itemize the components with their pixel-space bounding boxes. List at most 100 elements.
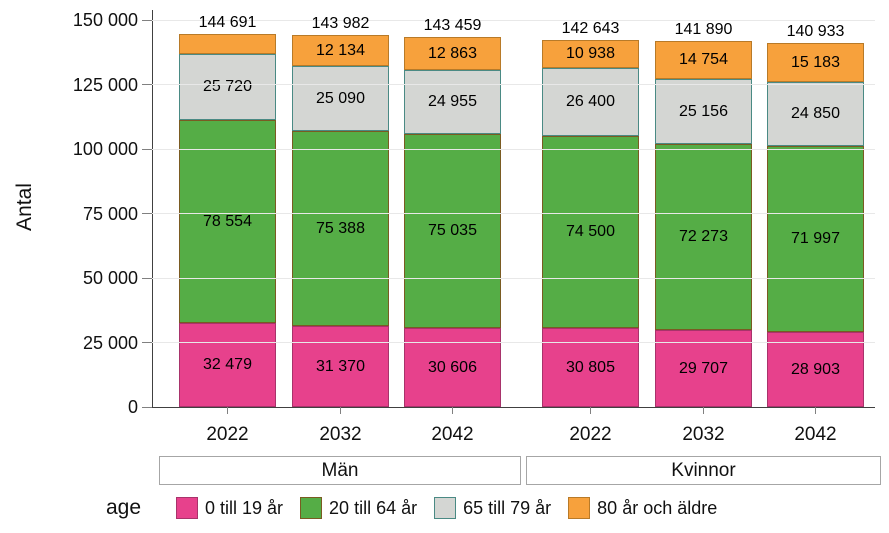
legend-item-0-till-19-år: 0 till 19 år bbox=[176, 497, 283, 519]
segment-0-till-19-år: 30 805 bbox=[542, 328, 639, 407]
segment-value-label: 30 805 bbox=[566, 358, 615, 376]
bar-män-2042: 30 606 75 035 24 955 12 863 bbox=[404, 37, 501, 407]
segment-value-label: 31 370 bbox=[316, 357, 365, 375]
y-tick-label: 75 000 bbox=[82, 203, 138, 224]
bar-kvinnor-2032: 29 707 72 273 25 156 14 754 bbox=[655, 41, 752, 407]
segment-80-år-och-äldre: 12 134 bbox=[292, 35, 389, 66]
gridline bbox=[152, 19, 875, 21]
segment-value-label: 12 863 bbox=[428, 44, 477, 62]
segment-80-år-och-äldre: 14 754 bbox=[655, 41, 752, 79]
legend-label: 65 till 79 år bbox=[463, 498, 552, 518]
segment-80-år-och-äldre: 15 183 bbox=[767, 43, 864, 82]
x-tick-mark bbox=[340, 407, 341, 414]
bar-total-label: 143 459 bbox=[423, 17, 482, 34]
legend-label: 20 till 64 år bbox=[329, 498, 418, 518]
y-tick-label: 150 000 bbox=[72, 10, 138, 30]
legend-label: 0 till 19 år bbox=[205, 498, 284, 518]
x-tick-label-year: 2042 bbox=[431, 424, 474, 445]
legend-swatch bbox=[300, 497, 323, 519]
segment-value-label: 71 997 bbox=[791, 230, 840, 247]
segment-20-till-64-år: 78 554 bbox=[179, 120, 276, 323]
segment-value-label: 24 955 bbox=[428, 93, 477, 110]
group-box-kvinnor: Kvinnor bbox=[526, 456, 881, 485]
legend-label: 80 år och äldre bbox=[597, 498, 718, 518]
segment-65-till-79-år: 25 720 bbox=[179, 54, 276, 120]
segment-0-till-19-år: 28 903 bbox=[767, 332, 864, 407]
bar-total-label: 143 982 bbox=[311, 15, 370, 32]
bar-total-label: 141 890 bbox=[674, 21, 733, 38]
gridline bbox=[152, 84, 875, 85]
segment-value-label: 25 156 bbox=[679, 102, 728, 120]
y-tick-label: 125 000 bbox=[72, 74, 138, 95]
x-tick-mark bbox=[452, 407, 453, 414]
segment-value-label: 14 754 bbox=[679, 51, 728, 68]
bar-kvinnor-2022: 30 805 74 500 26 400 10 938 bbox=[542, 40, 639, 407]
segment-value-label: 29 707 bbox=[679, 359, 728, 377]
segment-80-år-och-äldre: 10 938 bbox=[542, 40, 639, 68]
segment-value-label: 75 035 bbox=[428, 222, 477, 239]
segment-value-label: 25 090 bbox=[316, 89, 365, 107]
segment-20-till-64-år: 71 997 bbox=[767, 146, 864, 332]
gridline bbox=[152, 342, 875, 343]
segment-65-till-79-år: 24 955 bbox=[404, 70, 501, 134]
x-tick-label-year: 2022 bbox=[206, 424, 249, 445]
segment-65-till-79-år: 24 850 bbox=[767, 82, 864, 146]
legend-item-65-till-79-år: 65 till 79 år bbox=[434, 497, 551, 519]
legend-swatch bbox=[434, 497, 457, 519]
legend: 0 till 19 år 20 till 64 år 65 till 79 år 80… bbox=[176, 497, 717, 519]
segment-value-label: 28 903 bbox=[791, 360, 840, 378]
x-tick-mark bbox=[227, 407, 228, 414]
segment-20-till-64-år: 75 035 bbox=[404, 134, 501, 328]
gridline bbox=[152, 277, 875, 279]
legend-swatch bbox=[176, 497, 198, 519]
y-tick-label: 50 000 bbox=[82, 268, 138, 288]
gridline bbox=[152, 148, 875, 150]
segment-value-label: 12 134 bbox=[316, 41, 365, 59]
segment-value-label: 10 938 bbox=[566, 45, 615, 62]
x-tick-label-year: 2022 bbox=[569, 424, 612, 445]
segment-0-till-19-år: 30 606 bbox=[404, 328, 501, 407]
y-tick-mark bbox=[142, 406, 152, 408]
segment-value-label: 78 554 bbox=[203, 212, 252, 230]
segment-value-label: 72 273 bbox=[679, 228, 728, 245]
segment-65-till-79-år: 25 090 bbox=[292, 66, 389, 131]
y-tick-mark bbox=[142, 84, 152, 85]
y-tick-label: 0 bbox=[127, 397, 138, 417]
legend-title: age bbox=[106, 496, 142, 519]
y-tick-mark bbox=[142, 277, 152, 279]
segment-value-label: 30 606 bbox=[428, 358, 477, 376]
segment-0-till-19-år: 32 479 bbox=[179, 323, 276, 407]
x-tick-mark bbox=[703, 407, 704, 414]
segment-80-år-och-äldre: 12 863 bbox=[404, 37, 501, 70]
bar-män-2032: 31 370 75 388 25 090 12 134 bbox=[292, 35, 389, 407]
bar-kvinnor-2042: 28 903 71 997 24 850 15 183 bbox=[767, 43, 864, 407]
y-tick-label: 100 000 bbox=[72, 139, 138, 159]
y-tick-mark bbox=[142, 148, 152, 150]
bar-män-2022: 32 479 78 554 25 720 bbox=[179, 34, 276, 407]
bar-total-label: 140 933 bbox=[786, 23, 845, 40]
segment-20-till-64-år: 75 388 bbox=[292, 131, 389, 326]
segment-20-till-64-år: 72 273 bbox=[655, 144, 752, 330]
x-tick-label-year: 2032 bbox=[682, 424, 725, 445]
y-axis-line bbox=[152, 10, 153, 408]
group-box-men: Män bbox=[159, 456, 521, 485]
bar-total-label: 142 643 bbox=[561, 20, 620, 37]
plot-area: 32 479 78 554 25 720 31 370 75 388 25 090 12 1… bbox=[152, 20, 875, 407]
y-tick-mark bbox=[142, 19, 152, 21]
y-tick-label: 25 000 bbox=[82, 332, 138, 353]
segment-value-label: 24 850 bbox=[791, 105, 840, 122]
segment-value-label: 75 388 bbox=[316, 219, 365, 237]
y-tick-mark bbox=[142, 342, 152, 343]
x-axis-line bbox=[152, 407, 875, 408]
segment-value-label: 74 500 bbox=[566, 223, 615, 240]
segment-value-label: 15 183 bbox=[791, 53, 840, 71]
segment-20-till-64-år: 74 500 bbox=[542, 136, 639, 328]
legend-item-20-till-64-år: 20 till 64 år bbox=[300, 497, 417, 519]
gridline bbox=[152, 213, 875, 214]
x-tick-label-year: 2042 bbox=[794, 424, 837, 445]
x-tick-mark bbox=[590, 407, 591, 414]
legend-swatch bbox=[568, 497, 591, 519]
segment-0-till-19-år: 31 370 bbox=[292, 326, 389, 407]
segment-value-label: 25 720 bbox=[203, 78, 252, 95]
